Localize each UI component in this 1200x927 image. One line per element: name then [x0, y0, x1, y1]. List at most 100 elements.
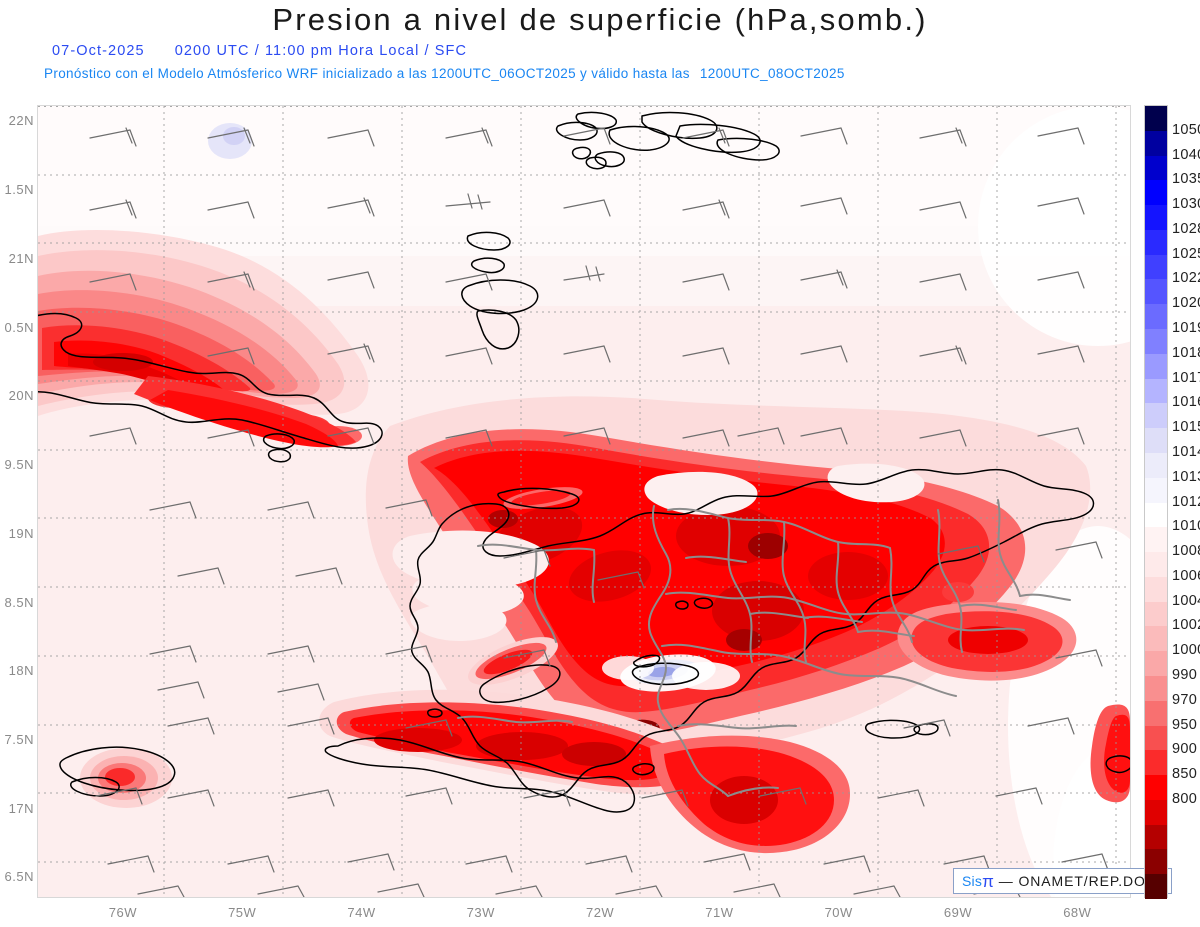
logo-pi-icon: π [982, 872, 994, 891]
colorbar-band [1145, 403, 1167, 429]
colorbar-band [1145, 725, 1167, 751]
colorbar-band [1145, 329, 1167, 354]
coastline-layer [38, 111, 1130, 813]
colorbar-band [1145, 279, 1167, 305]
colorbar-tick-label: 1017 [1172, 369, 1200, 386]
model-note-a: Pronóstico con el Modelo Atmósferico WRF… [44, 66, 690, 81]
colorbar-tick-label: 1014 [1172, 443, 1200, 460]
latitude-tick-label: 20N [8, 388, 34, 404]
colorbar-band [1145, 824, 1167, 850]
colorbar-band [1145, 601, 1167, 627]
colorbar-band [1145, 304, 1167, 330]
longitude-tick-label: 71W [705, 905, 734, 920]
colorbar-band [1145, 229, 1167, 255]
cuba-pressure-blob [38, 230, 369, 448]
model-note-b: 1200UTC_08OCT2025 [699, 66, 845, 81]
colorbar-band [1145, 874, 1167, 899]
longitude-tick-label: 74W [347, 905, 376, 920]
logo-sis-text: Sis [962, 873, 983, 889]
colorbar-tick-label: 1008 [1172, 543, 1200, 560]
colorbar-band [1145, 626, 1167, 652]
colorbar-band [1145, 750, 1167, 776]
longitude-tick-label: 76W [108, 905, 137, 920]
tortue-pressure-blob [503, 487, 583, 509]
latitude-tick-label: 8.5N [4, 594, 34, 610]
colorbar-band [1145, 452, 1167, 478]
colorbar-tick-label: 1050 [1172, 121, 1200, 138]
colorbar-tick-label: 1010 [1172, 518, 1200, 535]
forecast-date: 07-Oct-2025 [52, 43, 145, 59]
page-title: Presion a nivel de superficie (hPa,somb.… [272, 2, 928, 37]
latitude-tick-label: 0.5N [4, 319, 34, 335]
colorbar-tick-label: 1015 [1172, 419, 1200, 436]
latitude-tick-label: 22N [8, 113, 34, 129]
gonave-pressure-blob [468, 637, 558, 685]
weather-map-svg [38, 106, 1130, 897]
latitude-tick-label: 18N [8, 663, 34, 679]
colorbar-band [1145, 353, 1167, 379]
longitude-tick-label: 72W [585, 905, 615, 920]
colorbar-tick-label: 1006 [1172, 567, 1200, 584]
provincial-border-layer [457, 499, 1071, 797]
latitude-tick-label: 17N [8, 800, 34, 816]
colorbar-band [1145, 700, 1167, 726]
wind-barb-layer [89, 127, 1130, 897]
colorbar-tick-label: 800 [1172, 790, 1198, 807]
latitude-tick-label: 21N [8, 250, 34, 266]
colorbar-tick-label: 1012 [1172, 493, 1200, 510]
latitude-tick-label: 1.5N [4, 182, 34, 198]
map-plot-area[interactable] [37, 105, 1131, 898]
colorbar-tick-label: 1028 [1172, 220, 1200, 237]
provider-logo: Sis π — ONAMET/REP.DOM. [953, 868, 1173, 894]
colorbar-band [1145, 799, 1167, 825]
colorbar-tick-label: 1016 [1172, 394, 1200, 411]
colorbar-tick-label: 950 [1172, 716, 1198, 733]
colorbar-band [1145, 477, 1167, 503]
colorbar-band [1145, 130, 1167, 156]
colorbar-band [1145, 552, 1167, 577]
colorbar-tick-label: 1020 [1172, 295, 1200, 312]
colorbar-band [1145, 775, 1167, 800]
pressure-shading-layer [38, 106, 1130, 897]
colorbar-tick-label: 990 [1172, 666, 1198, 683]
latitude-tick-label: 7.5N [4, 731, 34, 747]
longitude-tick-label: 69W [943, 905, 973, 920]
latitude-tick-label: 19N [8, 525, 34, 541]
colorbar-band [1145, 651, 1167, 676]
colorbar-tick-label: 1013 [1172, 468, 1200, 485]
latitude-tick-label: 9.5N [4, 457, 34, 473]
model-note-line: Pronóstico con el Modelo Atmósferico WRF… [44, 66, 845, 81]
puertorico-pressure-blob [1090, 704, 1130, 803]
logo-agency-text: — ONAMET/REP.DOM. [998, 873, 1164, 889]
colorbar-band [1145, 527, 1167, 553]
colorbar-band [1145, 428, 1167, 453]
longitude-tick-label: 73W [466, 905, 495, 920]
colorbar-band [1145, 675, 1167, 701]
colorbar-tick-label: 850 [1172, 766, 1198, 783]
colorbar-band [1145, 106, 1167, 131]
longitude-tick-label: 68W [1063, 905, 1092, 920]
colorbar-band [1145, 254, 1167, 280]
forecast-valid-time: 0200 UTC / 11:00 pm Hora Local / SFC [174, 43, 468, 59]
forecast-time-line: 07-Oct-2025 0200 UTC / 11:00 pm Hora Loca… [52, 43, 467, 59]
colorbar-tick-label: 1018 [1172, 344, 1200, 361]
colorbar-band [1145, 205, 1167, 230]
latitude-tick-label: 6.5N [4, 869, 34, 885]
colorbar-tick-label: 1030 [1172, 196, 1200, 213]
colorbar-tick-label: 1035 [1172, 171, 1200, 188]
colorbar-tick-label: 1000 [1172, 642, 1200, 659]
longitude-tick-label: 75W [228, 905, 257, 920]
longitude-tick-label: 70W [824, 905, 853, 920]
colorbar-tick-label: 900 [1172, 741, 1198, 758]
header: Presion a nivel de superficie (hPa,somb.… [0, 0, 1200, 95]
colorbar-band [1145, 180, 1167, 206]
colorbar-band [1145, 502, 1167, 528]
colorbar-tick-label: 1004 [1172, 592, 1200, 609]
grid-lines [38, 106, 1130, 897]
colorbar-band [1145, 849, 1167, 875]
colorbar-tick-label: 1002 [1172, 617, 1200, 634]
colorbar-tick-label: 1019 [1172, 320, 1200, 337]
pressure-colorbar[interactable] [1144, 105, 1168, 899]
colorbar-tick-label: 1025 [1172, 245, 1200, 262]
colorbar-tick-label: 1040 [1172, 146, 1200, 163]
